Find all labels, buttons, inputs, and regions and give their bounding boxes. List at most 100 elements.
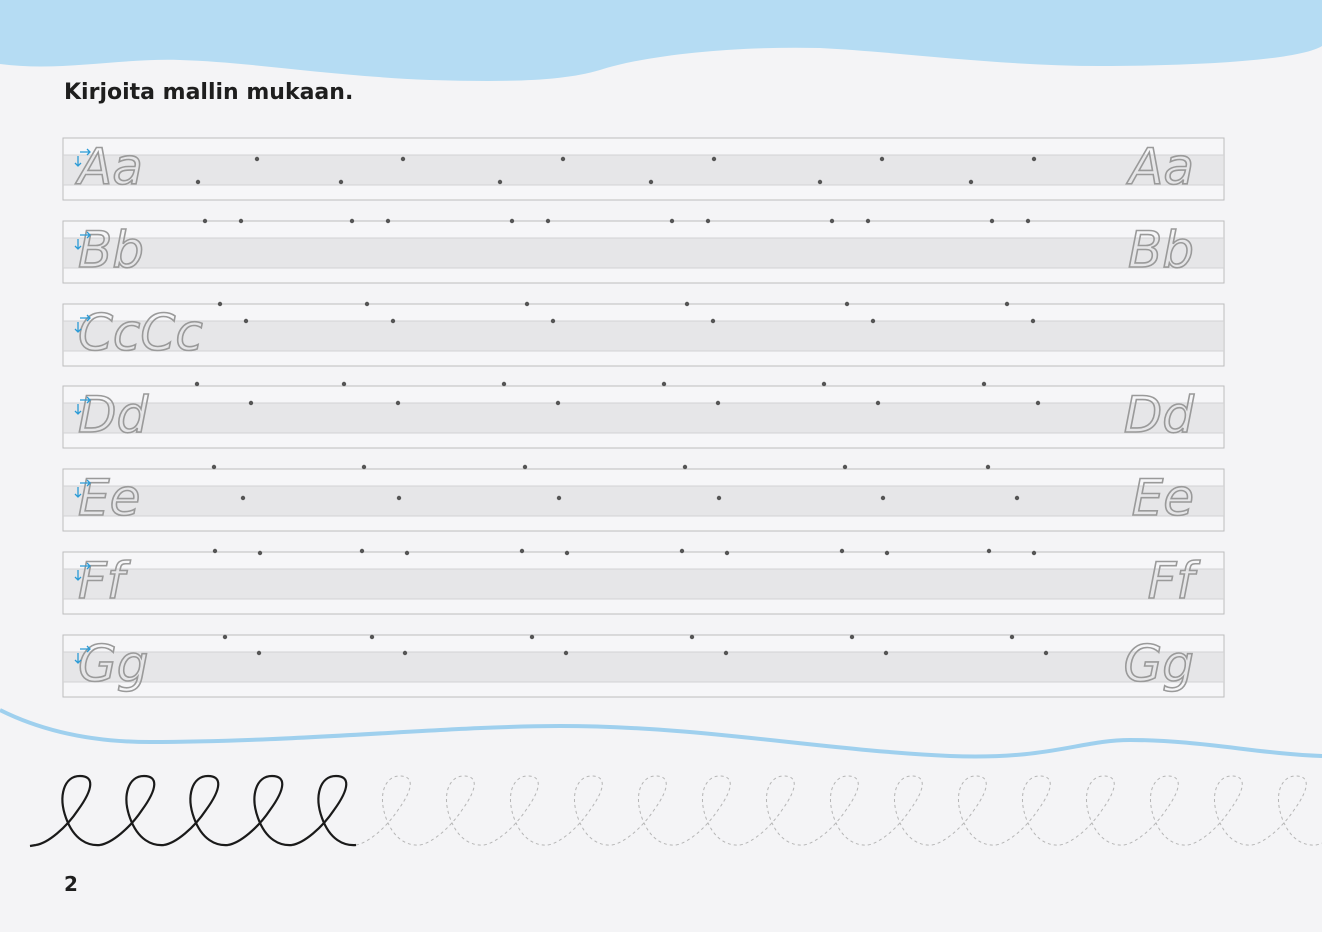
- start-dot: [213, 549, 217, 553]
- start-dot: [239, 219, 243, 223]
- model-letters-end: Gg: [1124, 635, 1194, 693]
- model-letters-end: Dd: [1124, 386, 1195, 444]
- start-dot: [690, 635, 694, 639]
- start-dot: [523, 465, 527, 469]
- start-dot: [1005, 302, 1009, 306]
- writing-row: CcCc: [63, 302, 1224, 366]
- writing-row: Ff Ff: [63, 549, 1224, 614]
- start-dot: [360, 549, 364, 553]
- start-dot: [717, 496, 721, 500]
- start-dot: [969, 180, 973, 184]
- loop-solid: [228, 776, 292, 845]
- start-dot: [365, 302, 369, 306]
- start-dot: [850, 635, 854, 639]
- start-dot: [662, 382, 666, 386]
- writing-row: Aa Aa: [63, 138, 1224, 200]
- loop-dashed: [612, 776, 676, 845]
- loop-dashed: [356, 776, 420, 845]
- start-dot: [510, 219, 514, 223]
- loop-dashed: [1252, 776, 1316, 845]
- start-dot: [1010, 635, 1014, 639]
- loop-dashed: [1316, 776, 1322, 845]
- start-dot: [880, 157, 884, 161]
- start-dot: [881, 496, 885, 500]
- start-dot: [725, 551, 729, 555]
- start-dot: [840, 549, 844, 553]
- start-dot: [706, 219, 710, 223]
- model-letters-start: Ee: [78, 469, 140, 527]
- start-dot: [1032, 551, 1036, 555]
- loop-row: [30, 776, 1322, 846]
- loop-dashed: [420, 776, 484, 845]
- start-dot: [564, 651, 568, 655]
- row-band: [64, 652, 1223, 682]
- start-dot: [370, 635, 374, 639]
- loop-dashed: [548, 776, 612, 845]
- writing-row: Gg Gg: [63, 635, 1224, 697]
- start-dot: [561, 157, 565, 161]
- start-dot: [866, 219, 870, 223]
- start-dot: [401, 157, 405, 161]
- loop-dashed: [1060, 776, 1124, 845]
- start-dot: [818, 180, 822, 184]
- loop-dashed: [1188, 776, 1252, 845]
- start-dot: [822, 382, 826, 386]
- start-dot: [987, 549, 991, 553]
- start-dot: [255, 157, 259, 161]
- start-dot: [1026, 219, 1030, 223]
- loop-dashed: [740, 776, 804, 845]
- model-letters-start: Gg: [78, 635, 148, 693]
- loop-solid: [292, 776, 356, 845]
- start-dot: [551, 319, 555, 323]
- start-dot: [244, 319, 248, 323]
- start-dot: [683, 465, 687, 469]
- start-dot: [396, 401, 400, 405]
- start-dot: [498, 180, 502, 184]
- start-dot: [649, 180, 653, 184]
- bottom-wave-line: [0, 710, 1322, 757]
- start-dot: [885, 551, 889, 555]
- start-dot: [212, 465, 216, 469]
- start-dot: [223, 635, 227, 639]
- start-dot: [843, 465, 847, 469]
- start-dot: [386, 219, 390, 223]
- start-dot: [1036, 401, 1040, 405]
- row-band: [64, 569, 1223, 599]
- row-band: [64, 238, 1223, 268]
- loop-dashed: [932, 776, 996, 845]
- model-letters-end: Aa: [1126, 138, 1194, 196]
- start-dot: [716, 401, 720, 405]
- model-letters-end: Bb: [1128, 221, 1194, 279]
- writing-row: Ee Ee: [63, 465, 1224, 531]
- start-dot: [203, 219, 207, 223]
- loop-solid: [100, 776, 164, 845]
- start-dot: [1015, 496, 1019, 500]
- start-dot: [712, 157, 716, 161]
- start-dot: [530, 635, 534, 639]
- loop-solid: [164, 776, 228, 845]
- model-letters-start: Aa: [75, 138, 143, 196]
- start-dot: [845, 302, 849, 306]
- model-letters-end: Ff: [1148, 552, 1201, 610]
- start-dot: [711, 319, 715, 323]
- start-dot: [565, 551, 569, 555]
- loop-dashed: [1124, 776, 1188, 845]
- page-number: 2: [64, 872, 78, 896]
- start-dot: [342, 382, 346, 386]
- start-dot: [362, 465, 366, 469]
- start-dot: [391, 319, 395, 323]
- start-dot: [670, 219, 674, 223]
- model-letters-end: Ee: [1132, 469, 1194, 527]
- start-dot: [403, 651, 407, 655]
- start-dot: [1031, 319, 1035, 323]
- start-dot: [195, 382, 199, 386]
- start-dot: [397, 496, 401, 500]
- loop-dashed: [804, 776, 868, 845]
- writing-row: Dd Dd: [63, 382, 1224, 448]
- handwriting-lines: Aa Aa Bb Bb CcCc Dd Dd Ee Ee Ff Ff Gg Gg: [0, 0, 1322, 700]
- model-letters-start: Ff: [78, 552, 131, 610]
- loop-dashed: [868, 776, 932, 845]
- start-dot: [884, 651, 888, 655]
- start-dot: [986, 465, 990, 469]
- start-dot: [680, 549, 684, 553]
